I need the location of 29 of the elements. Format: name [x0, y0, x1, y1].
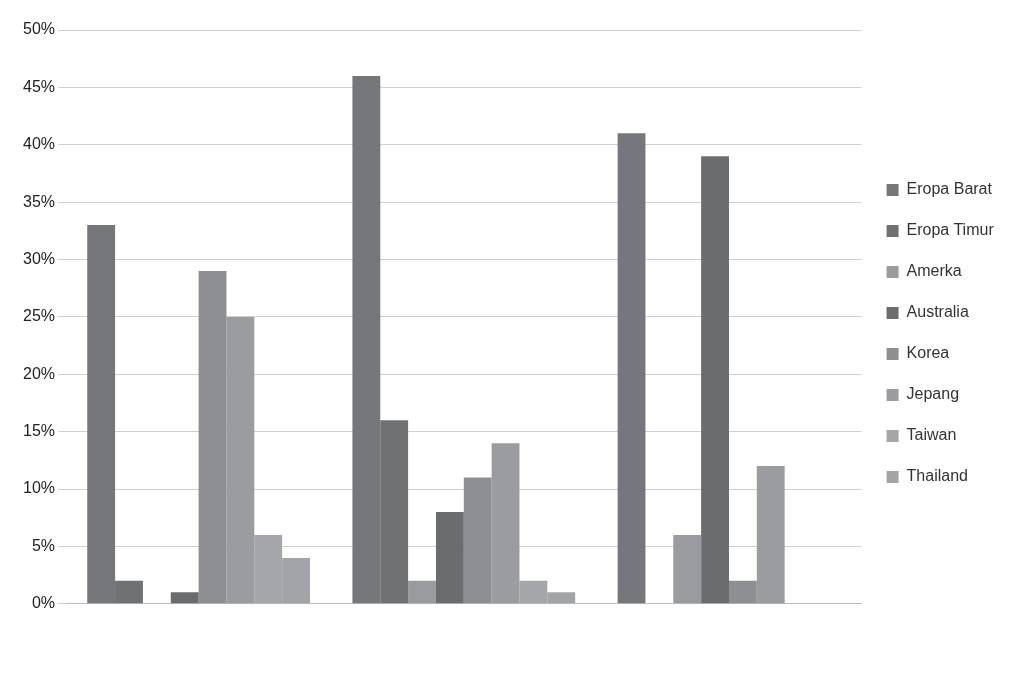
bar: [408, 580, 436, 604]
legend-label: Eropa Barat: [906, 180, 993, 198]
y-tick-label: 40%: [22, 135, 56, 153]
bar: [198, 271, 227, 604]
y-tick-label: 30%: [22, 249, 56, 267]
legend-label: Amerka: [906, 262, 962, 280]
legend-label: Korea: [906, 344, 950, 362]
bar: [728, 580, 757, 604]
y-tick-label: 0%: [31, 594, 56, 612]
bar: [463, 477, 492, 604]
legend-label: Jepang: [906, 385, 960, 403]
bar: [756, 466, 785, 604]
bar: [170, 592, 199, 604]
bar: [701, 156, 729, 604]
legend-label: Eropa Timur: [906, 221, 995, 239]
y-tick-label: 35%: [22, 192, 56, 210]
legend-label: Thailand: [906, 467, 968, 485]
y-tick-label: 50%: [22, 20, 56, 38]
y-tick-label: 25%: [22, 307, 56, 325]
y-tick-label: 45%: [22, 77, 56, 95]
y-tick-label: 5%: [31, 536, 56, 554]
y-tick-label: 15%: [22, 422, 56, 440]
y-tick-label: 10%: [22, 479, 56, 497]
y-tick-label: 20%: [22, 364, 56, 382]
bar: [435, 511, 464, 604]
bar: [673, 534, 702, 604]
bar: [617, 133, 646, 604]
legend-label: Taiwan: [906, 426, 957, 444]
legend-label: Australia: [906, 303, 969, 321]
